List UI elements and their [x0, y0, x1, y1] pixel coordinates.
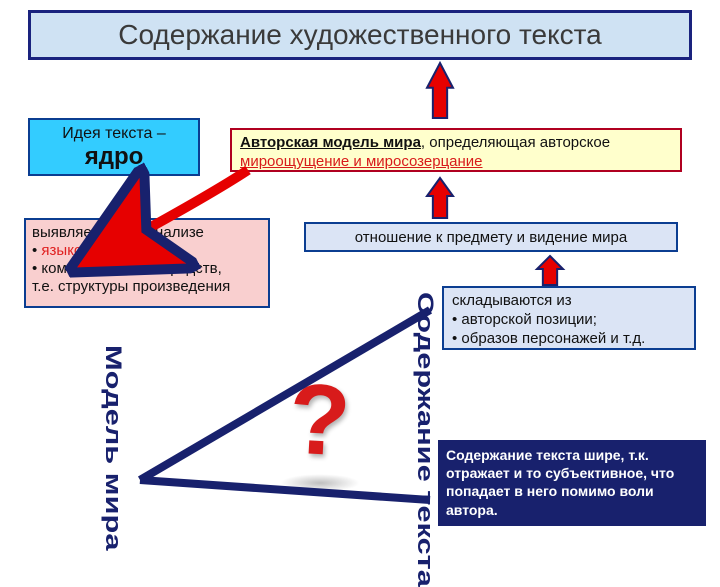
idea-box: Идея текста – ядро — [28, 118, 200, 176]
arrow-compose-up — [537, 256, 563, 285]
bullet-dot: • — [32, 260, 41, 277]
analysis-intro: выявляется при анализе — [32, 224, 204, 241]
question-mark-icon: ? — [260, 350, 380, 490]
idea-line1: Идея текста – — [62, 125, 165, 142]
bullet-dot: • — [32, 242, 41, 259]
author-red: мироощущение и миросозерцание — [240, 153, 483, 170]
bullet-dot: • — [452, 311, 461, 328]
analysis-box: выявляется при анализе • языковых • комп… — [24, 218, 270, 308]
compose-b2: образов персонажей и т.д. — [461, 330, 645, 347]
analysis-b2: композиционных средств, — [41, 260, 221, 277]
compose-b1: авторской позиции; — [461, 311, 597, 328]
compose-intro: складываются из — [452, 292, 572, 309]
analysis-tail: т.е. структуры произведения — [32, 278, 230, 295]
arrow-relation-up — [427, 178, 453, 218]
conclusion-text: Содержание текста шире, т.к. отражает и … — [446, 447, 674, 518]
relation-text: отношение к предмету и видение мира — [355, 229, 627, 246]
author-bold: Авторская модель мира — [240, 134, 421, 151]
title-box: Содержание художественного текста — [28, 10, 692, 60]
title-text: Содержание художественного текста — [118, 19, 602, 51]
analysis-b1: языковых — [41, 242, 108, 259]
vlabel-content-text: Содержание текста — [413, 292, 438, 587]
author-model-box: Авторская модель мира, определяющая авто… — [230, 128, 682, 172]
relation-box: отношение к предмету и видение мира — [304, 222, 678, 252]
conclusion-box: Содержание текста шире, т.к. отражает и … — [438, 440, 706, 526]
arrow-title-up — [427, 63, 453, 118]
vlabel-model-text: Модель мира — [101, 345, 126, 550]
compose-box: складываются из • авторской позиции; • о… — [442, 286, 696, 350]
author-after: , определяющая авторское — [421, 134, 610, 151]
bullet-dot: • — [452, 330, 461, 347]
vlabel-content: Содержание текста — [412, 292, 438, 587]
vlabel-model: Модель мира — [100, 345, 126, 550]
idea-line2: ядро — [85, 143, 144, 170]
